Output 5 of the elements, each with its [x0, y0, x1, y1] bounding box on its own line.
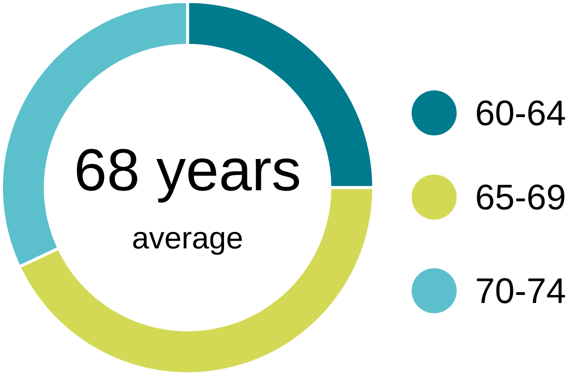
legend-label: 65-69 [476, 184, 564, 210]
text: 68 years [76, 148, 300, 202]
text: average [133, 232, 242, 255]
legend-label: 60-64 [476, 100, 565, 126]
legend-label: 70-74 [476, 278, 565, 304]
